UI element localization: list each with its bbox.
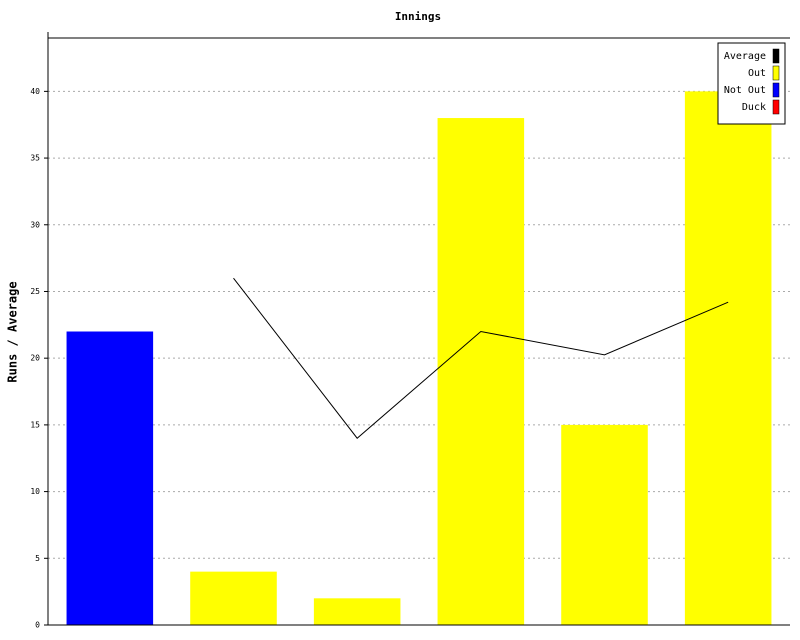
chart-title: Innings: [395, 10, 441, 23]
y-tick-label: 5: [35, 554, 40, 563]
bar: [561, 424, 648, 625]
legend-label: Average: [724, 51, 766, 62]
y-tick-label: 35: [30, 154, 40, 163]
bar: [313, 598, 401, 625]
legend-swatch: [772, 99, 780, 115]
bar: [437, 118, 525, 625]
legend-label: Out: [748, 68, 766, 79]
legend: Average Out Not Out Duck: [717, 42, 786, 125]
bar: [66, 331, 154, 625]
y-tick-label: 15: [30, 420, 40, 429]
legend-label: Duck: [742, 102, 766, 113]
legend-swatch: [772, 48, 780, 64]
y-tick-label: 25: [30, 287, 40, 296]
legend-swatch: [772, 65, 780, 81]
y-tick-label: 40: [30, 87, 40, 96]
y-tick-label: 10: [30, 487, 40, 496]
y-tick-label: 30: [30, 220, 40, 229]
legend-label: Not Out: [724, 85, 766, 96]
average-line: [233, 277, 729, 439]
bar: [190, 571, 277, 625]
legend-swatch: [772, 82, 780, 98]
y-axis-label: Runs / Average: [6, 281, 20, 382]
y-tick-label: 20: [30, 354, 40, 363]
bar: [684, 91, 772, 625]
y-tick-label: 0: [35, 621, 40, 630]
